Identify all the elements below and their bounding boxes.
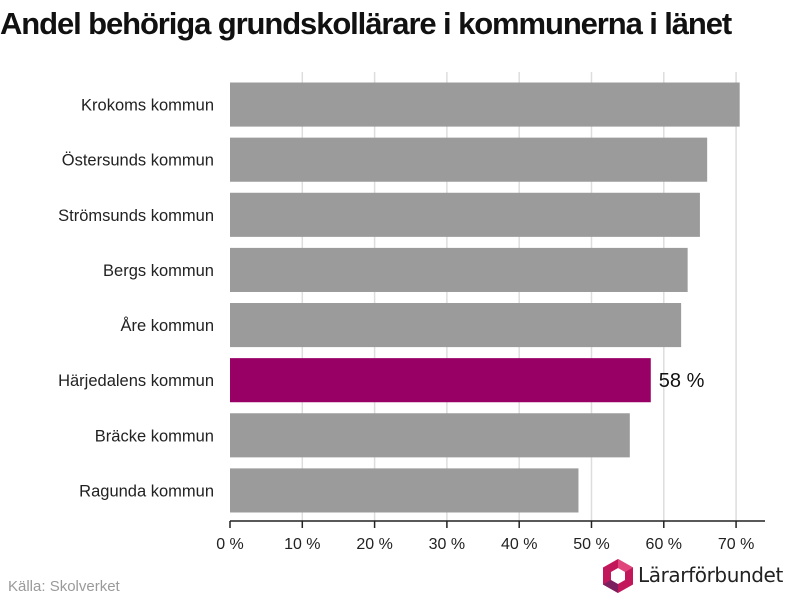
x-tick-label: 40 %	[501, 536, 537, 553]
category-label: Bräcke kommun	[95, 427, 214, 445]
category-label: Krokoms kommun	[81, 97, 214, 115]
category-label: Strömsunds kommun	[58, 207, 214, 225]
x-tick-label: 60 %	[646, 536, 682, 553]
data-labels: 58 %	[659, 370, 705, 392]
bar	[230, 358, 651, 403]
x-tick-label: 10 %	[284, 536, 320, 553]
category-label: Härjedalens kommun	[58, 372, 214, 390]
category-label: Åre kommun	[120, 316, 214, 335]
data-label: 58 %	[659, 370, 705, 392]
source-note: Källa: Skolverket	[8, 578, 120, 595]
hexagon-logo-icon	[603, 559, 633, 593]
chart-title: Andel behöriga grundskollärare i kommune…	[0, 6, 732, 41]
bar	[230, 82, 740, 127]
bar	[230, 303, 682, 348]
bars	[230, 82, 740, 513]
x-tick-label: 50 %	[573, 536, 609, 553]
bar	[230, 247, 688, 292]
bar	[230, 137, 708, 182]
x-tick-label: 70 %	[718, 536, 754, 553]
logo-text: Lärarförbundet	[638, 563, 783, 587]
x-tick-label: 20 %	[356, 536, 392, 553]
x-axis	[229, 520, 765, 528]
category-label: Ragunda kommun	[79, 482, 214, 500]
category-label: Bergs kommun	[103, 262, 214, 280]
category-label: Östersunds kommun	[62, 152, 214, 170]
x-tick-label: 0 %	[216, 536, 244, 553]
brand-logo: Lärarförbundet	[600, 557, 796, 595]
category-labels: Krokoms kommun Östersunds kommun Strömsund…	[58, 97, 214, 501]
x-tick-labels: 0 % 10 % 20 % 30 % 40 % 50 % 60 % 70 %	[216, 536, 754, 553]
bar	[230, 413, 630, 458]
x-tick-label: 30 %	[429, 536, 465, 553]
bar	[230, 468, 579, 513]
bar	[230, 192, 700, 237]
